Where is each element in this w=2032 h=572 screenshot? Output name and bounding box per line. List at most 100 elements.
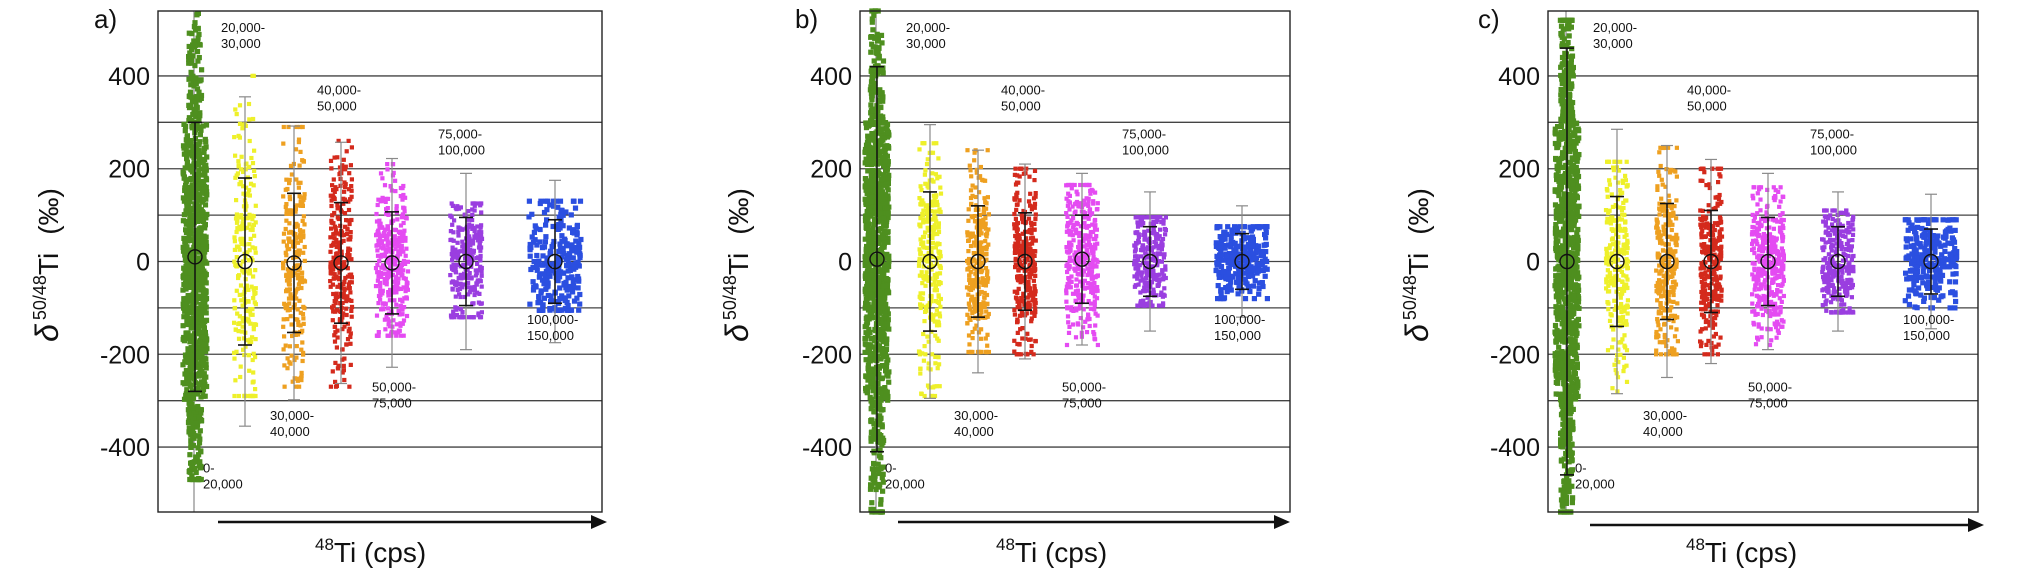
data-point — [875, 428, 881, 435]
data-point — [296, 252, 301, 257]
data-point — [1136, 267, 1141, 272]
data-point — [873, 203, 879, 209]
data-point — [1026, 283, 1031, 288]
x-axis-label: 48Ti (cps) — [315, 535, 426, 568]
data-point — [183, 391, 189, 397]
data-point — [195, 161, 201, 168]
data-point — [185, 237, 191, 243]
data-point — [864, 210, 870, 217]
data-point — [1161, 273, 1167, 278]
data-point — [1091, 229, 1096, 235]
data-point — [451, 309, 456, 314]
data-point — [284, 287, 290, 292]
data-point — [194, 49, 201, 55]
data-point — [190, 366, 196, 372]
data-point — [184, 141, 190, 148]
data-point — [550, 242, 556, 248]
data-point — [568, 212, 574, 218]
data-point — [878, 397, 884, 403]
data-point — [1139, 215, 1144, 220]
data-point — [871, 108, 877, 114]
data-point — [864, 224, 871, 230]
data-point — [929, 225, 934, 230]
data-point — [385, 272, 390, 277]
data-point — [186, 102, 192, 108]
data-point — [879, 40, 885, 46]
data-point — [926, 250, 931, 255]
data-point — [934, 307, 939, 312]
data-point — [1073, 227, 1078, 232]
data-point — [885, 229, 891, 235]
data-point — [1017, 260, 1022, 265]
data-point — [1033, 216, 1038, 222]
data-point — [928, 262, 934, 267]
data-point — [870, 344, 877, 350]
data-point — [281, 141, 286, 146]
data-point — [884, 181, 890, 187]
data-point — [192, 433, 198, 439]
data-point — [286, 296, 292, 301]
data-point — [926, 228, 931, 233]
group-label: 30,000 — [221, 36, 261, 51]
data-point — [876, 98, 882, 104]
data-point — [871, 471, 877, 477]
data-point — [343, 182, 348, 187]
data-point — [332, 196, 337, 201]
data-point — [467, 290, 472, 295]
data-point — [236, 336, 242, 341]
data-point — [191, 38, 197, 44]
data-point — [341, 281, 346, 287]
data-point — [561, 251, 567, 257]
data-point — [1093, 246, 1098, 251]
mean-marker — [547, 253, 563, 270]
data-point — [559, 254, 565, 260]
data-point — [572, 205, 579, 211]
data-point — [1146, 260, 1151, 265]
data-point — [984, 206, 989, 211]
data-point — [381, 246, 386, 251]
data-point — [1020, 218, 1026, 223]
data-point — [236, 393, 241, 399]
data-point — [543, 277, 549, 283]
data-point — [866, 136, 872, 142]
data-point — [872, 480, 878, 486]
data-point — [869, 168, 875, 174]
data-point — [287, 194, 292, 199]
data-point — [1134, 266, 1139, 271]
data-point — [881, 283, 887, 289]
data-point — [881, 272, 887, 278]
series-group-5 — [1064, 182, 1100, 348]
data-point — [1090, 222, 1095, 227]
data-point — [337, 260, 342, 265]
data-point — [194, 199, 200, 205]
data-point — [932, 198, 937, 203]
data-point — [559, 207, 565, 213]
data-point — [871, 366, 877, 372]
group-label: 50,000- — [1062, 379, 1106, 394]
data-point — [375, 278, 380, 283]
data-point — [1140, 248, 1145, 253]
data-point — [199, 190, 205, 196]
data-point — [884, 124, 890, 131]
data-point — [864, 188, 870, 194]
data-point — [1134, 231, 1139, 236]
data-point — [876, 274, 882, 280]
data-point — [1020, 336, 1025, 341]
data-point — [573, 238, 579, 244]
data-point — [973, 194, 978, 200]
data-point — [469, 223, 475, 228]
data-point — [965, 267, 971, 272]
data-point — [194, 256, 200, 262]
data-point — [253, 387, 258, 392]
data-point — [249, 284, 254, 289]
data-point — [557, 296, 563, 302]
data-point — [1015, 250, 1020, 255]
data-point — [1065, 262, 1070, 267]
data-point — [398, 229, 403, 234]
data-point — [451, 238, 456, 243]
data-point — [877, 448, 883, 454]
data-point — [863, 255, 869, 261]
data-point — [462, 294, 467, 300]
data-point — [1078, 224, 1083, 229]
data-point — [1016, 267, 1021, 272]
